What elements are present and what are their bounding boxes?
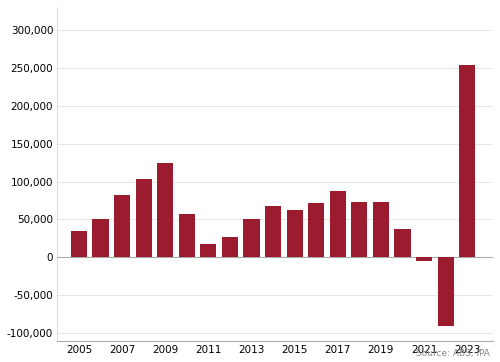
Bar	[459, 65, 475, 257]
Bar	[200, 244, 216, 257]
Bar	[157, 163, 174, 257]
Bar	[114, 195, 130, 257]
Bar	[286, 210, 302, 257]
Bar	[71, 231, 87, 257]
Bar	[92, 219, 108, 257]
Bar	[136, 179, 152, 257]
Bar	[438, 257, 454, 326]
Text: Source: ABS, IPA: Source: ABS, IPA	[416, 349, 490, 358]
Bar	[416, 257, 432, 261]
Bar	[351, 202, 368, 257]
Bar	[244, 219, 260, 257]
Bar	[178, 214, 195, 257]
Bar	[394, 229, 410, 257]
Bar	[330, 191, 346, 257]
Bar	[308, 203, 324, 257]
Bar	[373, 202, 389, 257]
Bar	[222, 237, 238, 257]
Bar	[265, 206, 281, 257]
